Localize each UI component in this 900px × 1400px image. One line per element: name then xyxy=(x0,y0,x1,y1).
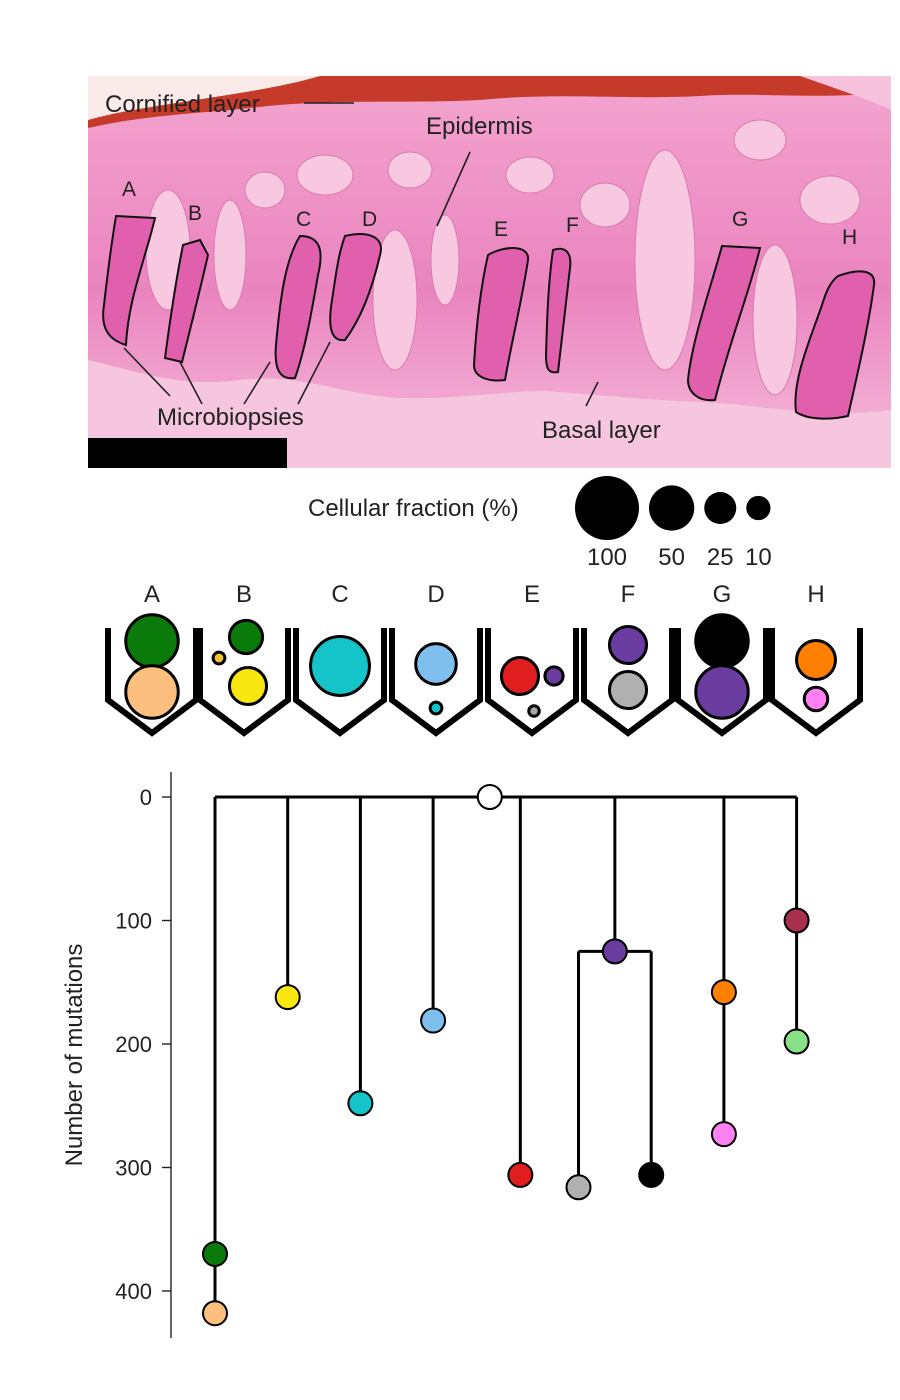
biopsy-cup xyxy=(675,628,769,737)
biopsy-label: C xyxy=(331,581,348,608)
biopsy-letter-c: C xyxy=(296,208,311,231)
biopsy-a: A xyxy=(105,581,199,737)
y-axis-label: Number of mutations xyxy=(61,944,88,1167)
annotation-lines xyxy=(123,102,599,407)
y-tick-label: 400 xyxy=(115,1279,152,1304)
clone-circle xyxy=(607,624,649,666)
biopsy-cup xyxy=(485,628,579,737)
clone-circle xyxy=(414,642,458,686)
biopsy-letter-d: D xyxy=(362,208,377,231)
biopsy-cup xyxy=(105,628,199,737)
clone-circle xyxy=(227,665,269,707)
legend-label-10: 10 xyxy=(745,544,772,571)
scale-bar xyxy=(88,438,287,468)
tree-branches xyxy=(213,795,799,1314)
tree-node xyxy=(565,1174,592,1201)
biopsy-letter-a: A xyxy=(122,178,136,201)
biopsy-f: F xyxy=(581,581,675,737)
clone-circle xyxy=(309,635,371,697)
clone-circle xyxy=(499,655,541,697)
biopsy-label: E xyxy=(524,581,540,608)
tree-node xyxy=(347,1090,374,1117)
clone-circle xyxy=(694,613,750,669)
legend-circle-10 xyxy=(746,495,771,521)
y-tick-label: 100 xyxy=(115,909,152,934)
biopsy-label: H xyxy=(807,581,824,608)
biopsy-letter-e: E xyxy=(494,218,508,241)
clone-circle xyxy=(607,669,649,711)
tree-node xyxy=(710,1121,737,1148)
tree-nodes xyxy=(202,784,810,1327)
biopsy-d: D xyxy=(389,581,483,737)
biopsy-cup xyxy=(581,628,675,737)
clone-circle xyxy=(543,665,565,687)
legend-title: Cellular fraction (%) xyxy=(308,495,519,522)
biopsy-letter-h: H xyxy=(842,226,857,249)
biopsy-row: A B C D E F G H xyxy=(105,581,863,737)
clone-circle xyxy=(211,650,227,666)
tree-node xyxy=(783,1028,810,1055)
tree-node xyxy=(638,1161,665,1188)
clone-circle xyxy=(802,685,830,713)
legend-circles: 100 50 25 10 xyxy=(575,476,772,571)
phylogenetic-tree: 0 100 200 300 400 Number of mutations xyxy=(61,772,810,1338)
clone-circle xyxy=(227,618,265,656)
microbiopsy-outlines xyxy=(102,214,876,420)
biopsy-g: G xyxy=(675,581,769,737)
y-tick-label: 200 xyxy=(115,1032,152,1057)
root-node xyxy=(476,784,503,810)
clone-circle xyxy=(428,700,444,716)
biopsy-cup xyxy=(293,628,387,737)
epidermis-label: Epidermis xyxy=(426,113,533,140)
tree-node xyxy=(507,1161,534,1188)
legend-label-50: 50 xyxy=(658,544,685,571)
tree-node xyxy=(274,984,301,1011)
biopsy-cup xyxy=(769,628,863,737)
tree-node xyxy=(202,1300,228,1327)
clone-circle xyxy=(124,664,180,720)
biopsy-label: B xyxy=(236,581,252,608)
legend-label-25: 25 xyxy=(707,544,734,571)
dermis xyxy=(88,360,891,468)
biopsy-letter-b: B xyxy=(188,202,202,225)
y-tick-label: 300 xyxy=(115,1156,152,1181)
biopsy-label: F xyxy=(621,581,636,608)
y-tick-label: 0 xyxy=(140,785,152,810)
biopsy-cup xyxy=(197,628,291,737)
cellular-fraction-legend: Cellular fraction (%) 100 50 25 10 xyxy=(308,476,772,571)
legend-circle-25 xyxy=(704,492,737,524)
tree-node xyxy=(202,1240,228,1267)
cornified-layer-label: Cornified layer xyxy=(105,91,260,118)
legend-circle-100 xyxy=(575,476,639,540)
biopsy-label: A xyxy=(144,581,160,608)
tree-node xyxy=(710,979,737,1006)
biopsy-b: B xyxy=(197,581,291,737)
cornified-layer xyxy=(88,76,891,128)
tree-node xyxy=(420,1007,447,1034)
tree-node xyxy=(601,938,628,965)
legend-circle-50 xyxy=(649,485,695,531)
microbiopsies-label: Microbiopsies xyxy=(157,404,304,431)
y-axis-ticks: 0 100 200 300 400 xyxy=(115,785,171,1304)
biopsy-label: G xyxy=(713,581,732,608)
biopsy-h: H xyxy=(769,581,863,737)
biopsy-cup xyxy=(389,628,483,737)
biopsy-c: C xyxy=(293,581,387,737)
basal-layer-label: Basal layer xyxy=(542,417,661,444)
legend-label-100: 100 xyxy=(587,544,627,571)
biopsy-letter-f: F xyxy=(566,214,579,237)
clone-circle xyxy=(124,613,180,669)
tree-node xyxy=(783,907,810,934)
clone-circle xyxy=(694,664,750,720)
histology-panel: A B C D E F G H Cornified layer Epidermi… xyxy=(88,76,891,468)
biopsy-letter-g: G xyxy=(732,208,748,231)
biopsy-label: D xyxy=(427,581,444,608)
biopsy-letters: A B C D E F G H xyxy=(122,178,857,249)
clone-circle xyxy=(795,639,837,681)
biopsy-e: E xyxy=(485,581,579,737)
clone-circle xyxy=(527,704,541,718)
